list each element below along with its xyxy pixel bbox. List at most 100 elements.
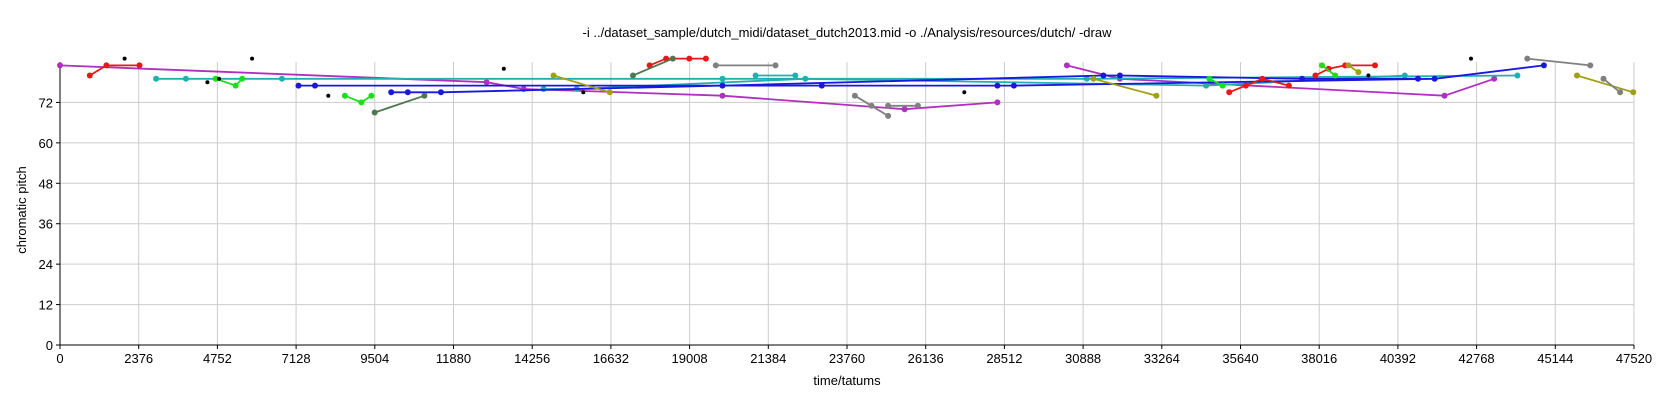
data-point <box>686 55 693 62</box>
x-tick-label: 23760 <box>829 351 865 366</box>
series-28 <box>217 76 221 81</box>
series-25 <box>1600 75 1624 96</box>
series-35 <box>1366 73 1371 78</box>
y-tick-labels: 0 12 24 36 48 60 72 <box>39 95 53 353</box>
x-tick-label: 16632 <box>593 351 629 366</box>
data-point <box>421 92 428 99</box>
series-line <box>1228 77 1290 94</box>
series-line <box>374 94 425 114</box>
data-point <box>122 56 127 61</box>
data-point <box>719 92 726 99</box>
series-31 <box>501 66 506 71</box>
data-point <box>818 82 825 89</box>
data-point <box>1630 89 1637 96</box>
data-point <box>1203 82 1210 89</box>
series-line <box>156 74 1518 80</box>
series-16 <box>1090 75 1160 99</box>
data-point <box>802 75 809 82</box>
series-14 <box>1319 62 1339 79</box>
data-point <box>371 109 378 116</box>
series-13 <box>1206 75 1226 89</box>
series-line <box>391 74 1418 94</box>
data-point <box>312 82 318 89</box>
x-axis-label: time/tatums <box>813 373 881 388</box>
series-5 <box>295 62 1547 89</box>
data-point <box>1372 62 1378 69</box>
data-point <box>1226 89 1233 96</box>
data-point <box>1415 75 1421 82</box>
data-point <box>1090 75 1097 82</box>
data-point <box>1299 75 1306 82</box>
x-tick-label: 7128 <box>282 351 311 366</box>
series-10 <box>1312 62 1378 79</box>
data-point <box>994 82 1001 89</box>
x-tick-label: 11880 <box>436 351 471 366</box>
data-point <box>153 75 160 82</box>
data-point <box>851 92 858 99</box>
series-line <box>1093 77 1157 97</box>
x-tick-label: 33264 <box>1144 351 1180 366</box>
series-7 <box>86 62 143 79</box>
data-point <box>1319 62 1325 69</box>
data-point <box>994 99 1001 106</box>
series-15 <box>550 72 613 96</box>
data-point <box>1431 75 1438 82</box>
data-point <box>103 62 110 69</box>
data-point <box>1242 82 1249 89</box>
x-tick-label: 35640 <box>1222 351 1258 366</box>
data-point <box>1514 72 1521 79</box>
series-34 <box>1469 56 1473 61</box>
y-tick-label: 48 <box>39 176 53 191</box>
data-point <box>550 72 557 79</box>
series-line <box>553 74 611 94</box>
data-point <box>669 55 676 62</box>
data-point <box>1469 56 1473 61</box>
x-tick-label: 2376 <box>124 351 153 366</box>
data-point <box>1259 75 1266 82</box>
x-tick-label: 26136 <box>908 351 944 366</box>
y-tick-label: 12 <box>39 298 53 313</box>
data-point <box>885 102 892 109</box>
data-point <box>212 75 219 82</box>
series-22 <box>851 92 892 119</box>
series-23 <box>885 102 921 109</box>
data-point <box>182 75 189 82</box>
data-point <box>1285 82 1292 89</box>
x-tick-label: 9504 <box>360 351 389 366</box>
series-30 <box>326 93 331 98</box>
data-point <box>1219 82 1226 89</box>
series-19 <box>371 92 428 116</box>
data-point <box>792 72 799 79</box>
data-point <box>232 82 239 89</box>
data-point <box>719 75 726 82</box>
data-point <box>1063 62 1070 69</box>
data-point <box>1441 92 1448 99</box>
y-tick-label: 24 <box>39 257 53 272</box>
data-point <box>1366 73 1371 78</box>
y-tick-label: 72 <box>39 95 53 110</box>
x-tick-label: 28512 <box>986 351 1022 366</box>
series-12 <box>341 92 375 106</box>
data-point <box>1355 69 1362 76</box>
series-18 <box>1345 62 1362 76</box>
data-point <box>752 72 759 79</box>
data-point <box>719 82 726 89</box>
data-point <box>404 89 411 96</box>
data-point <box>1401 72 1408 79</box>
data-point <box>1116 72 1123 79</box>
series-line <box>1066 64 1495 97</box>
data-point <box>239 75 246 82</box>
x-tick-label: 40392 <box>1380 351 1416 366</box>
axes <box>56 62 1635 349</box>
series-21 <box>712 62 779 69</box>
series-4 <box>752 72 799 79</box>
series-line <box>1576 74 1634 94</box>
data-point <box>136 62 143 69</box>
series-20 <box>630 55 676 79</box>
series-0 <box>57 62 1001 113</box>
data-point <box>962 90 967 95</box>
data-point <box>501 66 506 71</box>
data-point <box>1312 72 1319 79</box>
data-point <box>341 92 348 99</box>
